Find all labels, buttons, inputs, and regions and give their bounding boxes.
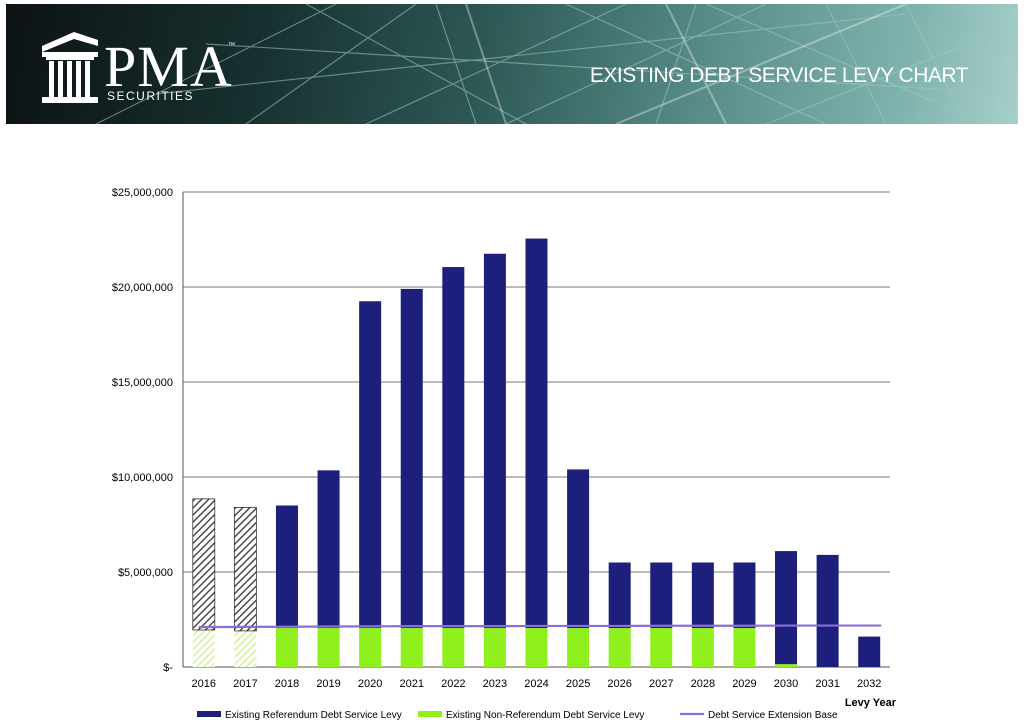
- logo-text: PMA: [104, 34, 233, 99]
- x-tick-label-2026: 2026: [607, 678, 631, 690]
- y-axis: $- $5,000,000 $10,000,000 $15,000,000 $20,00…: [112, 187, 174, 674]
- legend-label: Existing Referendum Debt Service Levy: [225, 710, 402, 721]
- banner-pattern: [95, 4, 1018, 124]
- x-tick-label-2020: 2020: [358, 678, 382, 690]
- bar-non-referendum-2028: [691, 628, 714, 667]
- x-tick-label-2018: 2018: [275, 678, 299, 690]
- bar-referendum-2019: [317, 470, 340, 629]
- line-extension-base: [198, 624, 882, 629]
- legend-item-1: Existing Non-Referendum Debt Service Lev…: [418, 710, 644, 721]
- legend-item-2: Debt Service Extension Base: [680, 710, 838, 721]
- bar-non-referendum-2022: [442, 628, 465, 667]
- bar-non-referendum-2021: [400, 628, 423, 667]
- x-tick-label-2028: 2028: [691, 678, 715, 690]
- y-tick-label: $20,000,000: [112, 282, 173, 294]
- header-banner: PMA ™ SECURITIES EXISTING DEBT SERVICE L…: [6, 4, 1018, 124]
- legend-label: Debt Service Extension Base: [708, 710, 838, 721]
- bar-referendum-2032: [858, 636, 881, 667]
- x-tick-label-2016: 2016: [192, 678, 216, 690]
- x-tick-label-2025: 2025: [566, 678, 590, 690]
- bar-non-referendum-2029: [733, 628, 756, 667]
- x-tick-label-2027: 2027: [649, 678, 673, 690]
- bar-non-referendum-2023: [483, 628, 506, 667]
- bar-referendum-2016: [192, 498, 216, 631]
- x-tick-label-2017: 2017: [233, 678, 257, 690]
- bars: [192, 238, 881, 667]
- bar-referendum-2021: [400, 288, 423, 629]
- x-tick-label-2024: 2024: [524, 678, 548, 690]
- bar-non-referendum-2024: [525, 628, 548, 667]
- bar-referendum-2025: [567, 469, 590, 629]
- bar-non-referendum-2016: [192, 629, 215, 667]
- logo-subtext: SECURITIES: [107, 89, 195, 103]
- y-tick-label: $10,000,000: [112, 472, 173, 484]
- bar-referendum-2024: [525, 238, 548, 629]
- bar-non-referendum-2030: [775, 664, 798, 667]
- x-tick-label-2021: 2021: [399, 678, 423, 690]
- legend-item-0: Existing Referendum Debt Service Levy: [197, 710, 402, 721]
- legend: Existing Referendum Debt Service Levy Exi…: [197, 710, 838, 721]
- y-tick-label: $5,000,000: [118, 567, 173, 579]
- bar-non-referendum-2020: [359, 628, 382, 667]
- bar-referendum-2022: [442, 267, 465, 629]
- bar-referendum-2020: [359, 301, 382, 629]
- bar-referendum-2031: [816, 554, 839, 667]
- legend-swatch: [418, 711, 442, 717]
- bar-referendum-2026: [608, 562, 631, 629]
- x-tick-label-2031: 2031: [815, 678, 839, 690]
- bar-non-referendum-2018: [275, 628, 298, 667]
- bar-referendum-2027: [650, 562, 673, 629]
- bar-non-referendum-2027: [650, 628, 673, 667]
- extension-base-line: [198, 624, 882, 629]
- bar-referendum-2030: [775, 551, 798, 665]
- x-tick-label-2032: 2032: [857, 678, 881, 690]
- bar-referendum-2017: [233, 506, 257, 632]
- bar-non-referendum-2025: [567, 628, 590, 667]
- pma-logo-icon: [42, 32, 98, 103]
- x-axis: 2016 2017 2018 2019 2020 2021 2022 2023 2024 2025…: [192, 678, 882, 690]
- x-tick-label-2030: 2030: [774, 678, 798, 690]
- legend-label: Existing Non-Referendum Debt Service Lev…: [446, 710, 644, 721]
- x-tick-label-2029: 2029: [732, 678, 756, 690]
- bar-non-referendum-2017: [234, 630, 257, 667]
- bar-non-referendum-2019: [317, 628, 340, 667]
- bar-referendum-2029: [733, 562, 756, 629]
- logo-trademark: ™: [228, 42, 235, 49]
- y-tick-label: $15,000,000: [112, 377, 173, 389]
- bar-referendum-2023: [483, 253, 506, 629]
- x-tick-label-2019: 2019: [316, 678, 340, 690]
- bar-non-referendum-2026: [608, 628, 631, 667]
- y-tick-label: $-: [163, 662, 173, 674]
- bar-referendum-2018: [275, 505, 298, 629]
- x-tick-label-2022: 2022: [441, 678, 465, 690]
- x-axis-title: Levy Year: [845, 697, 897, 709]
- x-tick-label-2023: 2023: [483, 678, 507, 690]
- bar-referendum-2028: [691, 562, 714, 629]
- page-title: EXISTING DEBT SERVICE LEVY CHART: [589, 64, 969, 87]
- legend-swatch: [197, 711, 221, 717]
- y-tick-label: $25,000,000: [112, 187, 173, 199]
